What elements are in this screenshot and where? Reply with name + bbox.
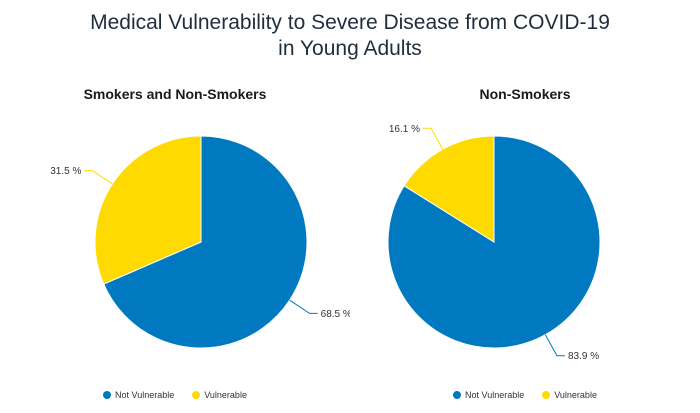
- pie-slice-not-vulnerable[interactable]: [103, 135, 308, 349]
- legend-item-vulnerable[interactable]: Vulnerable: [542, 390, 597, 400]
- chart-legend: Not Vulnerable Vulnerable: [0, 390, 350, 400]
- legend-label: Not Vulnerable: [115, 390, 175, 400]
- legend-swatch-vulnerable: [192, 391, 201, 399]
- pie-slice-vulnerable[interactable]: [94, 135, 202, 285]
- data-label-connector: [289, 299, 318, 314]
- pie-slice-vulnerable[interactable]: [403, 135, 495, 243]
- page-title: Medical Vulnerability to Severe Disease …: [0, 10, 700, 62]
- legend-label: Vulnerable: [554, 390, 597, 400]
- legend-label: Vulnerable: [204, 390, 247, 400]
- legend-item-not-vulnerable[interactable]: Not Vulnerable: [453, 390, 524, 400]
- legend-item-not-vulnerable[interactable]: Not Vulnerable: [103, 390, 174, 400]
- legend-swatch-not-vulnerable: [103, 391, 112, 399]
- pie-chart-non-smokers: Non-Smokers 83.9 % 16.1 % Not Vulnerable …: [350, 0, 700, 413]
- chart-legend: Not Vulnerable Vulnerable: [350, 390, 700, 400]
- data-label: 16.1 %: [389, 124, 420, 135]
- legend-swatch-not-vulnerable: [453, 391, 462, 399]
- data-label: 83.9 %: [568, 351, 599, 362]
- data-label-connector: [423, 127, 444, 150]
- chart-title: Non-Smokers: [479, 86, 571, 102]
- data-label-connector: [84, 170, 113, 185]
- page-title-line-1: Medical Vulnerability to Severe Disease …: [90, 11, 610, 34]
- data-label-connector: [544, 334, 565, 357]
- legend-swatch-vulnerable: [542, 391, 551, 399]
- legend-label: Not Vulnerable: [465, 390, 525, 400]
- pie-chart-smokers-and-non-smokers: Smokers and Non-Smokers 68.5 % 31.5 % Not…: [0, 86, 350, 400]
- data-label: 68.5 %: [321, 309, 350, 320]
- pie-chart-svg: 83.9 % 16.1 %: [387, 124, 601, 362]
- legend-item-vulnerable[interactable]: Vulnerable: [192, 390, 247, 400]
- pie-chart-svg: 68.5 % 31.5 %: [50, 135, 350, 349]
- chart-title: Smokers and Non-Smokers: [83, 86, 267, 102]
- page-title-line-2: in Young Adults: [278, 37, 422, 60]
- data-label: 31.5 %: [50, 166, 81, 177]
